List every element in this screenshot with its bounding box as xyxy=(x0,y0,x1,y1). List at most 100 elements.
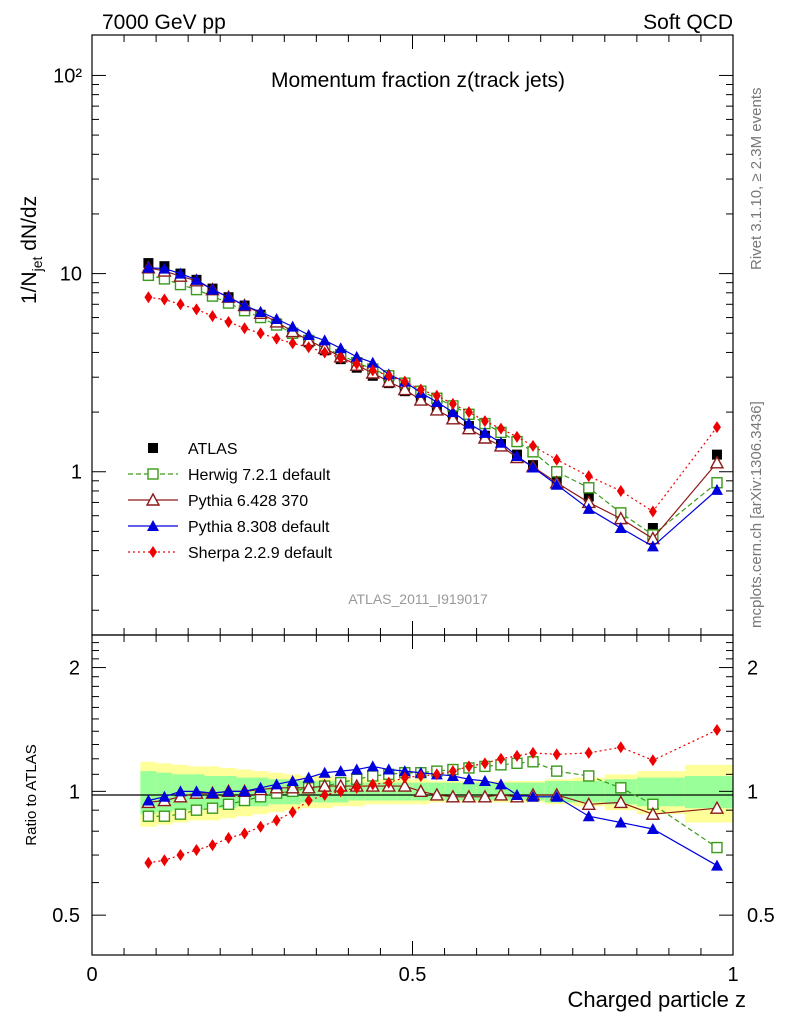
ratio-point xyxy=(616,741,625,754)
ratio-point xyxy=(144,856,153,869)
data-point xyxy=(400,375,409,388)
ratio-point xyxy=(222,785,235,797)
data-point xyxy=(176,298,185,311)
data-point xyxy=(302,328,315,340)
ratio-point xyxy=(529,746,538,759)
data-point xyxy=(192,303,201,316)
data-point xyxy=(448,397,457,410)
ratio-point xyxy=(413,783,429,798)
ratio-point xyxy=(480,757,489,770)
data-point xyxy=(648,505,657,518)
main-y-tick-label: 10² xyxy=(53,65,82,87)
ratio-point xyxy=(158,810,171,822)
ratio-point xyxy=(285,780,300,794)
data-point xyxy=(429,402,445,416)
data-point xyxy=(286,320,299,332)
ratio-point xyxy=(174,808,187,820)
data-point xyxy=(320,346,329,359)
ratio-point xyxy=(615,782,627,794)
band-inner-segment xyxy=(636,777,685,807)
data-point xyxy=(512,430,521,443)
ratio-point xyxy=(158,790,171,802)
data-point xyxy=(397,382,412,396)
ratio-point xyxy=(550,790,563,802)
legend-marker xyxy=(145,492,161,506)
main-y-tick-label: 10 xyxy=(60,264,82,286)
ratio-point xyxy=(552,748,561,761)
ratio-point xyxy=(368,778,377,791)
process-label: Soft QCD xyxy=(643,11,733,34)
ratio-point xyxy=(709,800,725,814)
ratio-point xyxy=(254,781,267,793)
ratio-point xyxy=(494,778,507,790)
data-point xyxy=(272,332,281,345)
ratio-y-label: Ratio to ATLAS xyxy=(23,744,40,845)
main-y-axis: 1 10 10² xyxy=(53,65,733,611)
data-point xyxy=(208,310,217,323)
series-sherpa xyxy=(144,291,721,518)
data-point xyxy=(240,322,249,335)
ratio-point xyxy=(160,854,169,867)
data-point xyxy=(352,357,361,370)
ratio-y-axis: 0.5 0.5 1 1 2 2 xyxy=(52,634,775,956)
data-point xyxy=(224,315,233,328)
ratio-series-group xyxy=(141,723,725,871)
data-point xyxy=(709,455,725,469)
data-point xyxy=(334,342,347,354)
ratio-point xyxy=(304,794,313,807)
ratio-point xyxy=(206,787,219,799)
ratio-point xyxy=(240,827,249,840)
data-point xyxy=(336,351,345,364)
ratio-x-axis: 0 0.5 1 xyxy=(86,635,739,986)
ratio-point xyxy=(190,785,203,797)
data-point xyxy=(462,417,475,429)
main-y-tick-label: 1 xyxy=(71,462,82,484)
data-point xyxy=(350,350,363,362)
legend-label: ATLAS xyxy=(188,441,238,458)
ratio-point xyxy=(581,796,596,811)
ratio-point xyxy=(288,806,297,819)
data-point xyxy=(584,470,593,483)
ratio-point xyxy=(527,790,540,802)
ratio-point xyxy=(462,773,475,785)
band-inner-segment xyxy=(684,775,733,809)
data-point xyxy=(190,273,203,285)
analysis-label: ATLAS_2011_I919017 xyxy=(348,591,488,607)
ratio-point xyxy=(336,785,345,798)
data-point xyxy=(416,383,425,396)
x-tick-label: 1 xyxy=(727,964,738,986)
data-point xyxy=(158,262,171,274)
legend-label: Herwig 7.2.1 default xyxy=(188,467,331,484)
series-pythia xyxy=(142,261,723,552)
ratio-point xyxy=(648,754,657,767)
ratio-y-tick-label-right: 2 xyxy=(747,658,758,680)
x-tick-label: 0.5 xyxy=(399,964,427,986)
x-tick-label: 0 xyxy=(86,964,97,986)
rivet-label: Rivet 3.1.10, ≥ 2.3M events xyxy=(748,88,765,271)
ratio-point xyxy=(238,785,251,797)
data-point xyxy=(445,411,461,425)
data-point xyxy=(432,389,441,402)
ratio-point xyxy=(432,768,441,781)
main-series-group xyxy=(141,258,725,552)
ratio-point xyxy=(551,765,563,777)
ratio-point xyxy=(711,841,723,854)
data-point xyxy=(510,450,523,462)
svg-text:1/Njet dN/dz: 1/Njet dN/dz xyxy=(18,196,45,304)
main-y-label: 1/Njet dN/dz xyxy=(18,196,45,304)
energy-label: 7000 GeV pp xyxy=(102,11,226,34)
data-point xyxy=(616,484,625,497)
data-point xyxy=(711,449,722,460)
data-point xyxy=(647,523,658,534)
ratio-point xyxy=(445,789,461,803)
ratio-y-tick-label-right: 1 xyxy=(747,781,758,803)
legend-label: Pythia 6.428 370 xyxy=(188,493,308,510)
ratio-point xyxy=(256,820,265,833)
ratio-point xyxy=(270,778,283,790)
ratio-point xyxy=(382,763,395,775)
data-point xyxy=(552,453,561,466)
ratio-point xyxy=(206,802,219,814)
data-point xyxy=(527,461,540,473)
data-point xyxy=(206,283,219,295)
legend-label: Pythia 8.308 default xyxy=(188,519,330,536)
